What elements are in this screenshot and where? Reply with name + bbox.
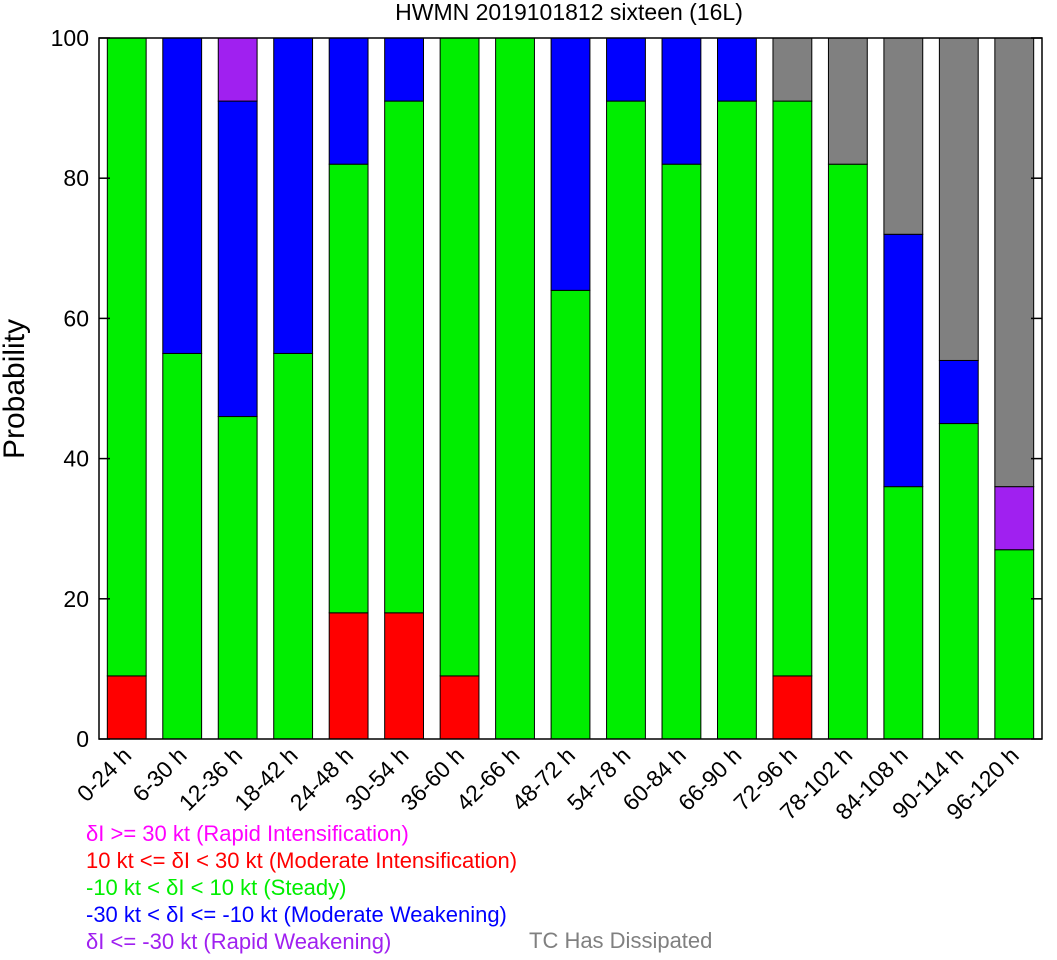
bar-96-120-h-steady — [994, 549, 1035, 740]
bar-0-24-h-steady — [106, 37, 147, 677]
bar-66-90-h-steady — [717, 100, 757, 740]
bar-60-84-h-moderate-weakening — [661, 37, 702, 165]
x-axis: 0-24 h6-30 h12-36 h18-42 h24-48 h30-54 h… — [72, 742, 1024, 825]
bar-96-120-h-rapid-weakening — [994, 486, 1035, 551]
bar-18-42-h-moderate-weakening — [273, 37, 314, 354]
bar-84-108-h-steady — [883, 486, 924, 740]
bars-group — [106, 37, 1035, 740]
legend-dissipated: TC Has Dissipated — [529, 928, 713, 953]
legend-moderate-weakening: -30 kt < δI <= -10 kt (Moderate Weakenin… — [86, 902, 507, 927]
bar-90-114-h-steady — [938, 423, 979, 740]
bar-30-54-h-steady — [384, 100, 425, 614]
bar-30-54-h-moderate-weakening — [384, 37, 425, 102]
y-axis: 0 20 40 60 80 100 — [51, 25, 1042, 752]
plot-frame — [98, 37, 1043, 740]
bar-12-36-h-steady — [217, 416, 258, 740]
bar-96-120-h-tc-has-dissipated — [994, 37, 1035, 488]
bar-60-84-h-steady — [661, 163, 702, 740]
bar-84-108-h-tc-has-dissipated — [883, 37, 924, 235]
y-tick-label-40: 40 — [63, 446, 89, 472]
bar-12-36-h-moderate-weakening — [217, 100, 258, 418]
bar-72-96-h-steady — [772, 100, 813, 677]
bar-24-48-h-moderate-weakening — [328, 37, 369, 165]
bar-66-90-h-moderate-weakening — [717, 37, 757, 102]
y-tick-label-20: 20 — [63, 586, 89, 612]
y-tick-label-0: 0 — [76, 726, 89, 752]
bar-48-72-h-steady — [550, 289, 591, 740]
bar-54-78-h-moderate-weakening — [606, 37, 646, 102]
y-tick-label-80: 80 — [63, 165, 89, 191]
chart-title: HWMN 2019101812 sixteen (16L) — [395, 0, 743, 25]
bar-78-102-h-tc-has-dissipated — [827, 37, 868, 165]
bar-30-54-h-moderate-intensification — [384, 612, 425, 740]
bar-84-108-h-moderate-weakening — [883, 233, 924, 488]
bar-12-36-h-rapid-weakening — [217, 37, 258, 102]
bar-0-24-h-moderate-intensification — [106, 675, 147, 740]
bar-54-78-h-steady — [606, 100, 646, 740]
bar-72-96-h-moderate-intensification — [772, 675, 813, 740]
y-tick-label-60: 60 — [63, 305, 89, 331]
bar-90-114-h-moderate-weakening — [938, 359, 979, 425]
legend: δI >= 30 kt (Rapid Intensification) 10 k… — [86, 820, 517, 955]
bar-36-60-h-moderate-intensification — [439, 675, 480, 740]
bar-24-48-h-steady — [328, 163, 369, 614]
bar-90-114-h-tc-has-dissipated — [938, 37, 979, 361]
legend-rapid-intensification: δI >= 30 kt (Rapid Intensification) — [86, 821, 409, 846]
y-tick-label-100: 100 — [51, 25, 89, 51]
bar-18-42-h-steady — [273, 352, 314, 740]
bar-48-72-h-moderate-weakening — [550, 37, 591, 291]
legend-moderate-intensification: 10 kt <= δI < 30 kt (Moderate Intensific… — [86, 848, 518, 873]
bar-72-96-h-tc-has-dissipated — [772, 37, 813, 102]
bar-24-48-h-moderate-intensification — [328, 612, 369, 740]
legend-steady: -10 kt < δI < 10 kt (Steady) — [86, 875, 347, 900]
bar-6-30-h-moderate-weakening — [162, 37, 203, 354]
bar-36-60-h-steady — [439, 37, 480, 677]
bar-6-30-h-steady — [162, 352, 203, 740]
bar-78-102-h-steady — [827, 163, 868, 740]
bar-42-66-h-steady — [495, 37, 535, 740]
legend-rapid-weakening: δI <= -30 kt (Rapid Weakening) — [86, 929, 392, 954]
y-axis-label: Probability — [0, 319, 31, 459]
